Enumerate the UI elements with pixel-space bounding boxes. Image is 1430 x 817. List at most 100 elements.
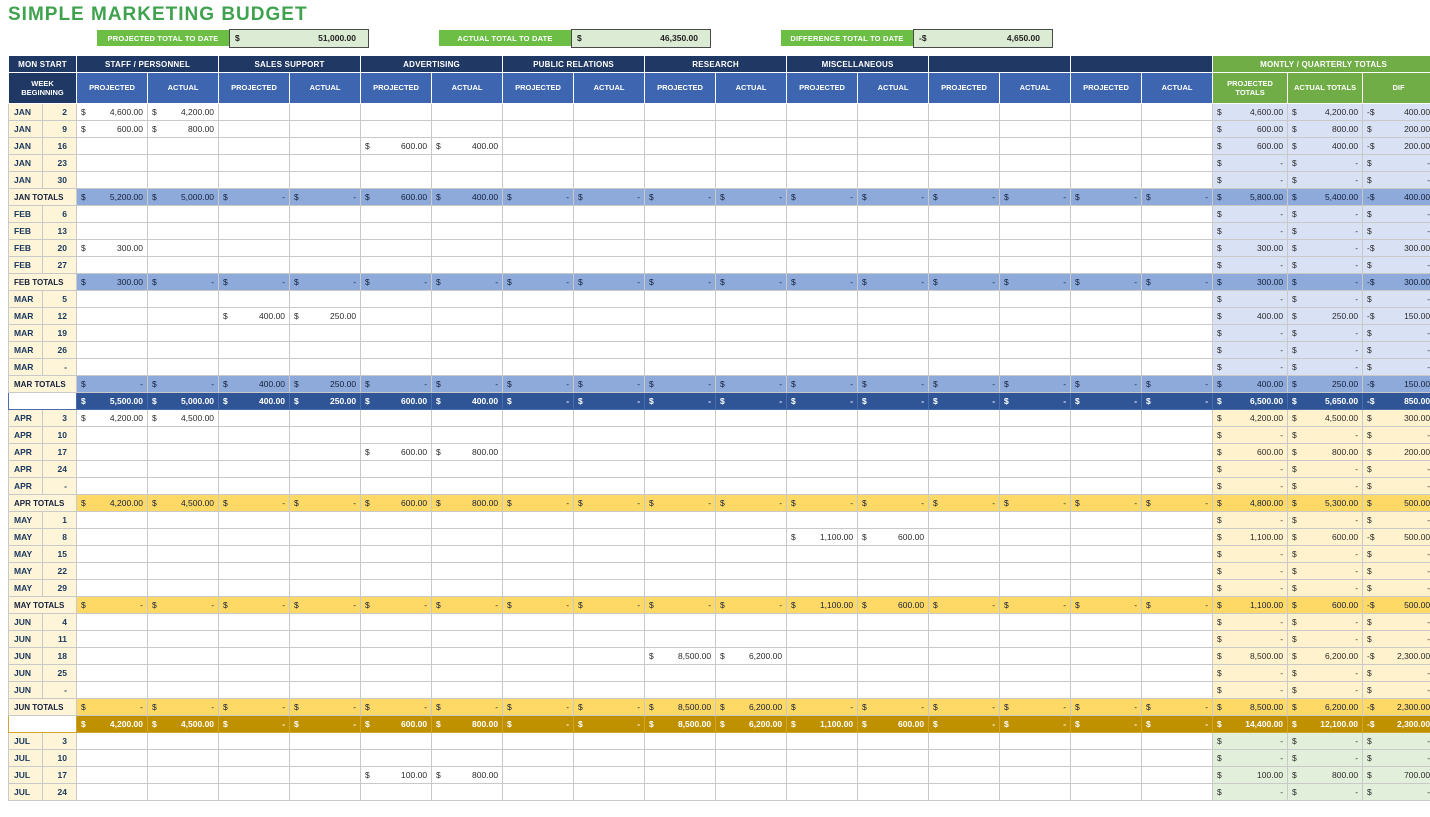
- cell[interactable]: [645, 223, 716, 240]
- cell[interactable]: [219, 172, 290, 189]
- cell[interactable]: [1071, 359, 1142, 376]
- cell[interactable]: $-: [1071, 393, 1142, 410]
- cell[interactable]: [77, 648, 148, 665]
- dif-total-cell[interactable]: $-: [1363, 750, 1430, 767]
- dif-total-cell[interactable]: -$2,300.00: [1363, 648, 1430, 665]
- cell[interactable]: $6,200.00: [716, 716, 787, 733]
- cell[interactable]: [1000, 563, 1071, 580]
- cell[interactable]: [929, 648, 1000, 665]
- cell[interactable]: [1071, 529, 1142, 546]
- cell[interactable]: $-: [77, 699, 148, 716]
- cell[interactable]: $-: [219, 597, 290, 614]
- actual-total-cell[interactable]: $-: [1288, 750, 1363, 767]
- projected-total-cell[interactable]: $5,800.00: [1213, 189, 1288, 206]
- cell[interactable]: [787, 325, 858, 342]
- cell[interactable]: [716, 478, 787, 495]
- cell[interactable]: [1071, 733, 1142, 750]
- dif-total-cell[interactable]: $-: [1363, 155, 1430, 172]
- cell[interactable]: [503, 240, 574, 257]
- cell[interactable]: [77, 750, 148, 767]
- row-month-label[interactable]: FEB: [9, 240, 43, 257]
- cell[interactable]: $-: [929, 699, 1000, 716]
- dif-total-cell[interactable]: $-: [1363, 784, 1430, 801]
- cell[interactable]: [77, 206, 148, 223]
- dif-total-cell[interactable]: $300.00: [1363, 410, 1430, 427]
- cell[interactable]: [432, 631, 503, 648]
- cell[interactable]: [574, 206, 645, 223]
- cell[interactable]: $-: [645, 189, 716, 206]
- cell[interactable]: [361, 172, 432, 189]
- cell[interactable]: [219, 682, 290, 699]
- cell[interactable]: [929, 665, 1000, 682]
- cell[interactable]: $-: [645, 376, 716, 393]
- actual-total-cell[interactable]: $-: [1288, 155, 1363, 172]
- cell[interactable]: [148, 665, 219, 682]
- actual-total-cell[interactable]: $-: [1288, 682, 1363, 699]
- cell[interactable]: [716, 665, 787, 682]
- cell[interactable]: [148, 359, 219, 376]
- cell[interactable]: [1142, 206, 1213, 223]
- cell[interactable]: [858, 308, 929, 325]
- cell[interactable]: $600.00: [858, 529, 929, 546]
- column-group-header[interactable]: [1071, 56, 1213, 73]
- dif-total-cell[interactable]: $-: [1363, 257, 1430, 274]
- cell[interactable]: [1142, 750, 1213, 767]
- cell[interactable]: $-: [787, 495, 858, 512]
- cell[interactable]: [1071, 682, 1142, 699]
- cell[interactable]: [787, 410, 858, 427]
- cell[interactable]: [503, 342, 574, 359]
- totals-group-header[interactable]: MONTLY / QUARTERLY TOTALS: [1213, 56, 1430, 73]
- cell[interactable]: [1071, 444, 1142, 461]
- cell[interactable]: [148, 257, 219, 274]
- cell[interactable]: [219, 104, 290, 121]
- cell[interactable]: [432, 308, 503, 325]
- cell[interactable]: $-: [1000, 274, 1071, 291]
- row-month-label[interactable]: JAN: [9, 155, 43, 172]
- cell[interactable]: [645, 427, 716, 444]
- actual-total-cell[interactable]: $600.00: [1288, 529, 1363, 546]
- cell[interactable]: $-: [1000, 699, 1071, 716]
- dif-total-cell[interactable]: $-: [1363, 563, 1430, 580]
- cell[interactable]: [645, 784, 716, 801]
- actual-total-cell[interactable]: $-: [1288, 223, 1363, 240]
- cell[interactable]: [219, 291, 290, 308]
- cell[interactable]: [219, 461, 290, 478]
- cell[interactable]: [574, 614, 645, 631]
- cell[interactable]: [645, 529, 716, 546]
- dif-total-cell[interactable]: $-: [1363, 546, 1430, 563]
- cell[interactable]: [148, 206, 219, 223]
- cell[interactable]: [77, 580, 148, 597]
- cell[interactable]: [929, 580, 1000, 597]
- cell[interactable]: [77, 733, 148, 750]
- cell[interactable]: [1071, 206, 1142, 223]
- cell[interactable]: [645, 121, 716, 138]
- cell[interactable]: $-: [1071, 597, 1142, 614]
- cell[interactable]: [716, 308, 787, 325]
- cell[interactable]: [503, 478, 574, 495]
- cell[interactable]: [1000, 614, 1071, 631]
- cell[interactable]: [574, 750, 645, 767]
- cell[interactable]: [361, 580, 432, 597]
- cell[interactable]: $-: [290, 189, 361, 206]
- cell[interactable]: [716, 546, 787, 563]
- actual-col-header[interactable]: ACTUAL: [1000, 73, 1071, 104]
- cell[interactable]: [574, 172, 645, 189]
- cell[interactable]: [645, 138, 716, 155]
- cell[interactable]: [1142, 733, 1213, 750]
- cell[interactable]: [1071, 172, 1142, 189]
- cell[interactable]: [1071, 631, 1142, 648]
- cell[interactable]: [503, 410, 574, 427]
- column-group-header[interactable]: PUBLIC RELATIONS: [503, 56, 645, 73]
- cell[interactable]: [787, 223, 858, 240]
- cell[interactable]: [219, 784, 290, 801]
- cell[interactable]: [645, 563, 716, 580]
- row-day-label[interactable]: 29: [43, 580, 77, 597]
- cell[interactable]: [574, 563, 645, 580]
- cell[interactable]: $-: [787, 274, 858, 291]
- cell[interactable]: $-: [290, 699, 361, 716]
- cell[interactable]: [645, 240, 716, 257]
- cell[interactable]: [787, 155, 858, 172]
- projected-total-cell[interactable]: $600.00: [1213, 138, 1288, 155]
- cell[interactable]: [787, 359, 858, 376]
- cell[interactable]: [503, 529, 574, 546]
